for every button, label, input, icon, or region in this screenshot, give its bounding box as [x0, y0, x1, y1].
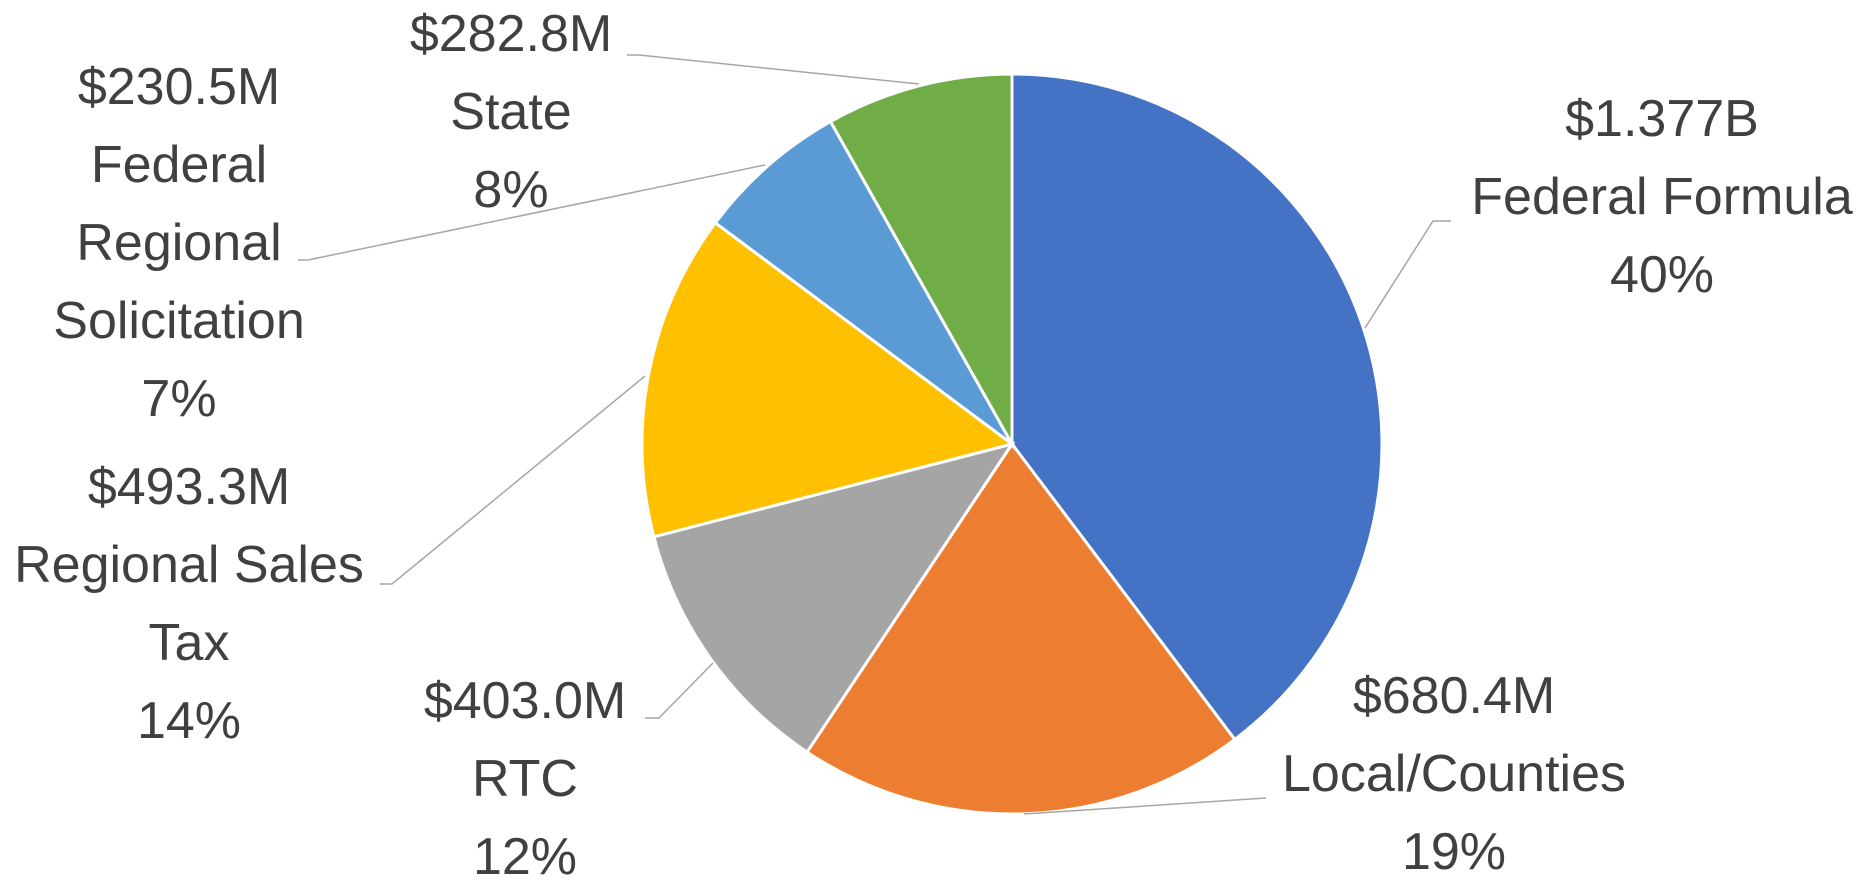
category-label: Regional Sales Tax — [14, 536, 364, 672]
percent-label: 7% — [141, 370, 217, 428]
leader-line — [1023, 797, 1267, 815]
percent-label: 14% — [136, 692, 242, 750]
amount-label: $680.4M — [1352, 667, 1556, 725]
percent-label: 19% — [1401, 823, 1507, 881]
pie-slice — [804, 441, 1237, 816]
category-label: Federal Formula — [1471, 168, 1853, 226]
percent-label: 8% — [473, 161, 549, 219]
leader-line — [1364, 220, 1451, 329]
category-label: RTC — [472, 750, 578, 808]
category-label: Federal Regional Solicitation — [53, 136, 305, 350]
amount-label: $1.377B — [1565, 90, 1759, 148]
amount-label: $230.5M — [77, 58, 281, 116]
leader-line — [298, 164, 766, 261]
leader-line — [627, 54, 920, 85]
percent-label: 40% — [1609, 246, 1715, 304]
data-label: $282.8M State 8% — [361, 0, 661, 229]
amount-label: $282.8M — [409, 5, 613, 63]
category-label: Local/Counties — [1282, 745, 1626, 803]
pie-slice — [1010, 72, 1384, 742]
data-label: $230.5M Federal Regional Solicitation 7% — [9, 48, 349, 438]
pie-slice — [828, 72, 1014, 450]
leader-line — [645, 662, 714, 719]
data-label: $403.0M RTC 12% — [375, 662, 675, 883]
pie-slice — [651, 441, 1016, 755]
data-label: $493.3M Regional Sales Tax 14% — [0, 448, 399, 760]
leader-line — [380, 375, 646, 585]
data-label: $1.377B Federal Formula 40% — [1422, 80, 1872, 314]
amount-label: $493.3M — [87, 458, 291, 516]
slices — [640, 72, 1384, 816]
percent-label: 12% — [472, 828, 578, 883]
pie-slice — [640, 220, 1016, 539]
pie-slice — [713, 119, 1014, 446]
amount-label: $403.0M — [423, 672, 627, 730]
data-label: $680.4M Local/Counties 19% — [1214, 657, 1694, 883]
category-label: State — [450, 83, 572, 141]
